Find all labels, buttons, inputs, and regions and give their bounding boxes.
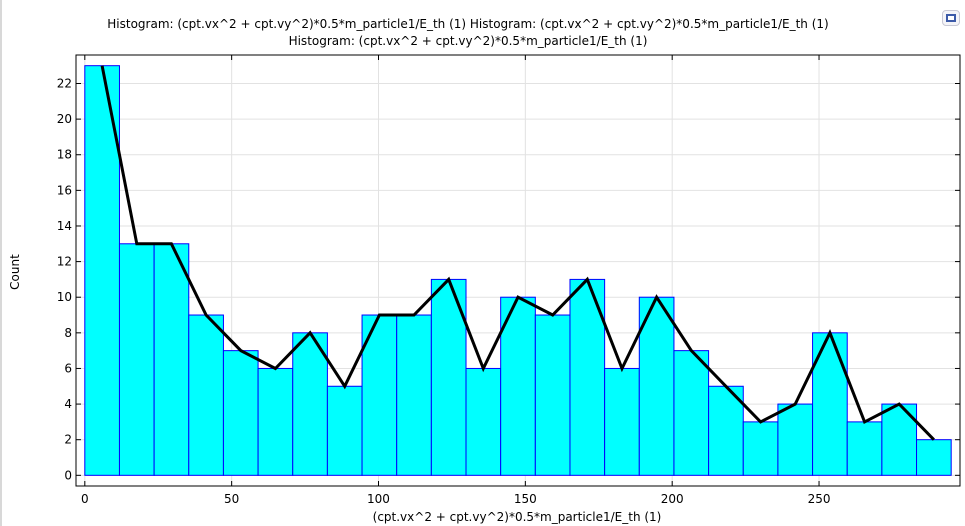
frequency-line [100,65,935,441]
histogram-bar [534,314,571,476]
y-tick-label: 14 [57,219,72,233]
histogram-bar [222,350,259,476]
y-tick-label: 0 [64,468,72,482]
frequency-line-layer [100,65,935,441]
y-tick-label: 10 [57,290,72,304]
y-tick-label: 22 [57,76,72,90]
histogram-bar [188,314,224,476]
histogram-bars [84,65,952,476]
histogram-bar [708,385,744,476]
histogram-bar [673,350,710,476]
y-tick-label: 4 [64,397,72,411]
histogram-bar [916,439,952,476]
histogram-bar [500,296,536,476]
histogram-bar [118,243,155,476]
chart-title-line-2: Histogram: (cpt.vx^2 + cpt.vy^2)*0.5*m_p… [288,34,648,48]
histogram-bar [257,367,294,476]
histogram-bar [777,403,814,476]
histogram-bar [742,421,779,476]
y-axis-label: Count [8,254,22,290]
histogram-bar [153,243,190,476]
y-tick-label: 18 [57,148,72,162]
x-tick-label: 200 [661,492,684,506]
y-tick-label: 6 [64,361,72,375]
x-axis-label: (cpt.vx^2 + cpt.vy^2)*0.5*m_particle1/E_… [372,510,662,524]
y-tick-label: 2 [64,433,72,447]
window-left-edge [0,0,2,526]
y-tick-label: 20 [57,112,72,126]
x-tick-label: 50 [224,492,239,506]
histogram-bar [812,332,848,476]
graph-options-icon[interactable] [942,10,960,26]
x-tick-label: 0 [81,492,89,506]
histogram-bar [604,367,640,476]
histogram-bar [396,314,432,476]
x-tick-label: 100 [367,492,390,506]
y-tick-label: 12 [57,255,72,269]
plot-frame [75,54,961,487]
x-tick-label: 250 [808,492,831,506]
histogram-bar [465,367,502,476]
axis-ticks: 0 50 100 150 200 250 0 2 4 6 8 10 12 14 16 18 20 22 [57,55,960,506]
chart-title-line-1: Histogram: (cpt.vx^2 + cpt.vy^2)*0.5*m_p… [107,17,829,31]
histogram-bar [638,296,675,476]
histogram-bar [846,421,883,476]
histogram-bar [881,403,918,476]
histogram-bar [326,385,363,476]
y-tick-label: 8 [64,326,72,340]
y-tick-label: 16 [57,183,72,197]
x-tick-label: 150 [514,492,537,506]
